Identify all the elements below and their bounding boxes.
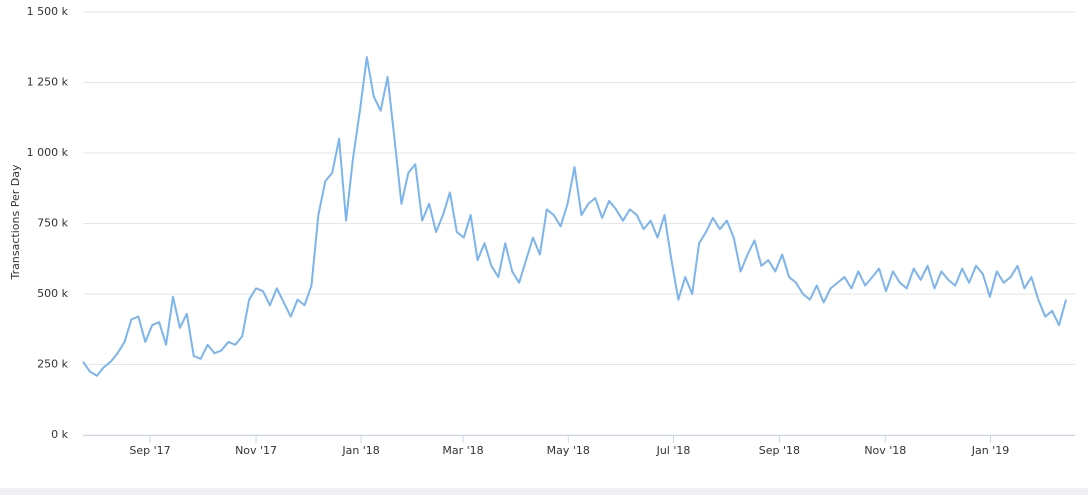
data-line <box>82 56 1067 377</box>
x-tick-label: Sep '17 <box>129 444 170 457</box>
y-tick-label: 1 500 k <box>27 5 69 18</box>
x-tick-label: May '18 <box>547 444 590 457</box>
y-tick-label: 1 000 k <box>27 146 69 159</box>
y-tick-label: 1 250 k <box>27 76 69 89</box>
footer-bar <box>0 488 1088 495</box>
y-tick-label: 500 k <box>37 287 68 300</box>
x-tick-label: Nov '17 <box>235 444 277 457</box>
y-tick-label: 750 k <box>37 217 68 230</box>
y-tick-label: 0 k <box>51 428 68 441</box>
x-tick-label: Jan '18 <box>341 444 379 457</box>
x-tick-label: Jan '19 <box>971 444 1009 457</box>
y-axis-title: Transactions Per Day <box>9 164 22 280</box>
x-tick-label: Mar '18 <box>442 444 483 457</box>
y-tick-label: 250 k <box>37 358 68 371</box>
x-tick-label: Nov '18 <box>864 444 906 457</box>
x-tick-label: Sep '18 <box>759 444 800 457</box>
x-tick-label: Jul '18 <box>656 444 691 457</box>
